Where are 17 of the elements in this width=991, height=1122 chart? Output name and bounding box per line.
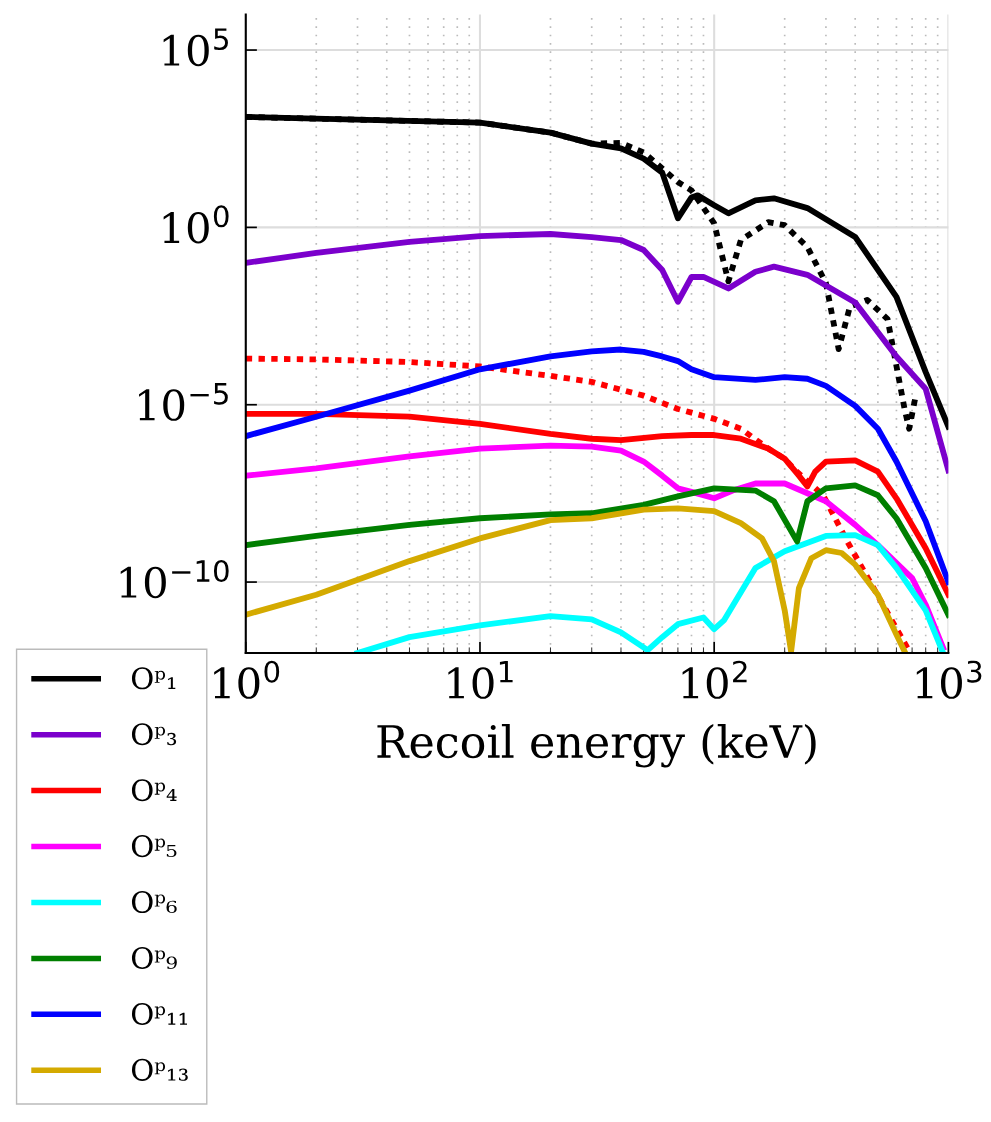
x-tick-label: 10$^{1}$: [448, 661, 513, 699]
x-tick-label: 10$^{2}$: [682, 660, 747, 699]
x-tick-label: 10$^{0}$: [214, 660, 280, 699]
legend-label: Oᵖ₉: [131, 946, 177, 970]
legend-label: Oᵖ₁₁: [131, 1002, 188, 1025]
x-axis-title: Recoil energy (keV): [377, 723, 816, 768]
y-tick-label: 10$^{5}$: [163, 28, 228, 67]
y-tick-label: 10$^{0}$: [163, 205, 229, 244]
legend-label: Oᵖ₁: [131, 667, 176, 690]
legend-label: Oᵖ₃: [131, 723, 177, 746]
legend-label: Oᵖ₁₃: [131, 1058, 188, 1081]
y-tick-label: 10$^{−5}$: [139, 383, 228, 421]
x-tick-label: 10$^{3}$: [916, 660, 982, 699]
y-tick-label: 10$^{−10}$: [120, 559, 229, 599]
legend-label: Oᵖ₅: [131, 835, 177, 858]
legend-label: Oᵖ₄: [131, 779, 177, 802]
legend-label: Oᵖ₆: [131, 891, 177, 914]
